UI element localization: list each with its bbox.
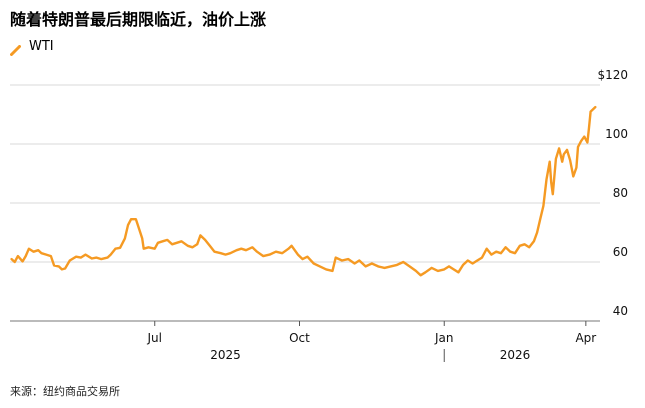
y-tick-labels: 40 60 80 100 $120: [597, 68, 628, 318]
x-tick-label-jan: Jan: [434, 331, 454, 345]
series-group: [10, 105, 597, 277]
source-note: 来源：纽约商品交易所: [10, 385, 120, 398]
y-tick-label-80: 80: [613, 186, 628, 200]
y-tick-label-60: 60: [613, 245, 628, 259]
y-tick-label-100: 100: [605, 127, 628, 141]
x-axis: Jul Oct Jan Apr 2025 2026: [147, 321, 596, 362]
x-tick-label-oct: Oct: [289, 331, 310, 345]
chart-title: 随着特朗普最后期限临近，油价上涨: [10, 10, 267, 29]
x-tick-label-apr: Apr: [575, 331, 596, 345]
y-tick-label-120: $120: [597, 68, 628, 82]
y-tick-label-40: 40: [613, 304, 628, 318]
year-label-2026: 2026: [500, 348, 531, 362]
legend: WTI: [10, 36, 54, 56]
year-label-2025: 2025: [210, 348, 241, 362]
legend-label-wti: WTI: [29, 38, 54, 54]
x-tick-label-jul: Jul: [147, 331, 162, 345]
legend-swatch-icon: [10, 41, 21, 56]
gridlines: [10, 84, 600, 322]
series-line-wti: [10, 105, 597, 277]
